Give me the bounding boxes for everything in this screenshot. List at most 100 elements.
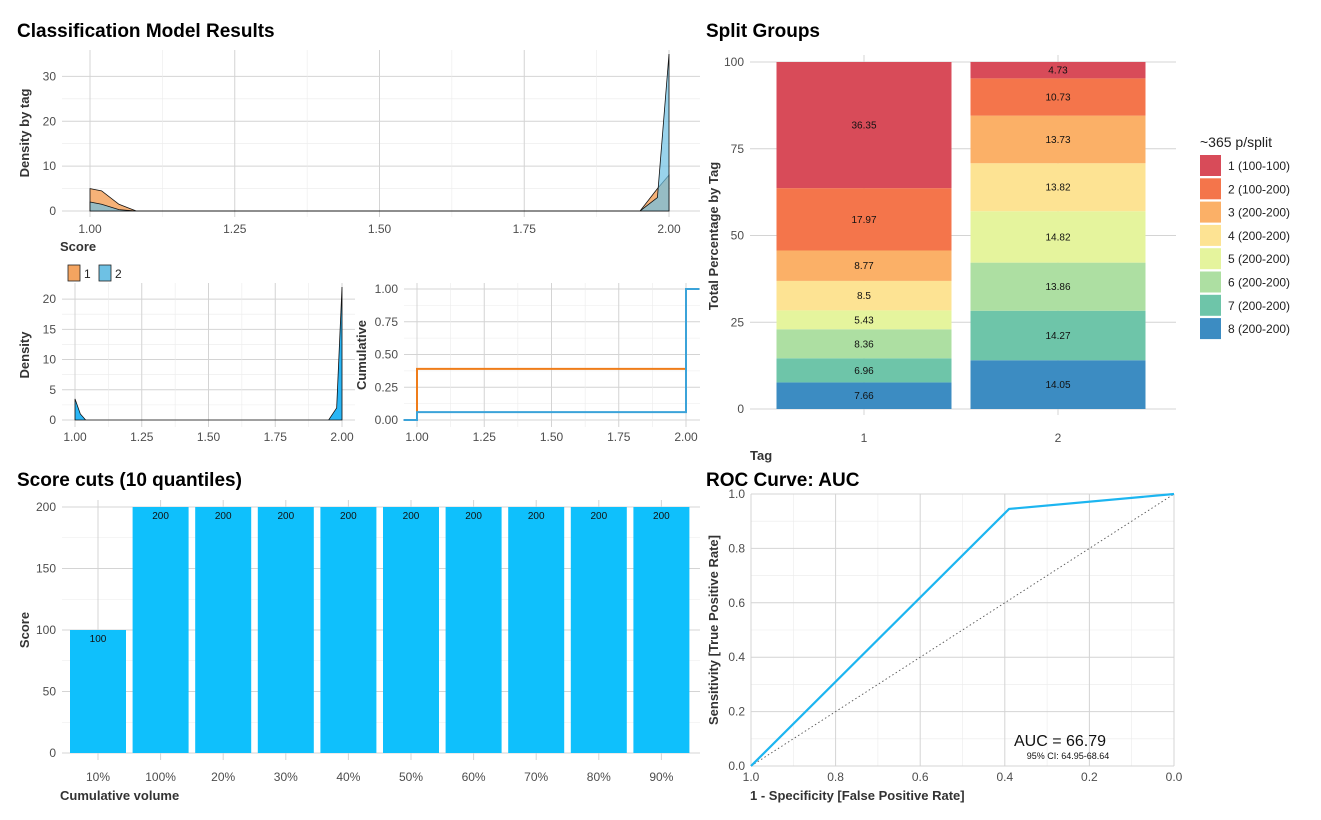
density-total-x-tick-label: 1.50	[197, 430, 221, 444]
split-groups-y-tick-label: 75	[731, 142, 745, 156]
density-total-y-tick-label: 10	[43, 353, 57, 367]
roc-x-tick-label: 0.0	[1166, 770, 1183, 784]
split-bar-segment	[970, 211, 1146, 263]
score-cuts-y-tick-label: 200	[36, 500, 56, 514]
density-total-x-tick-label: 2.00	[330, 430, 354, 444]
score-cuts-x-tick-label: 30%	[274, 770, 298, 784]
density-total-y-axis-label: Density	[17, 331, 32, 379]
split-bar-value-label: 8.5	[857, 291, 871, 302]
score-cuts-x-tick-label: 50%	[399, 770, 423, 784]
density-total-x-tick-label: 1.00	[63, 430, 87, 444]
score-cuts-x-tick-label: 70%	[524, 770, 548, 784]
score-cuts-y-tick-label: 150	[36, 562, 56, 576]
roc-chart: 0.0 0.2 0.4 0.6 0.8 1.0 1.0 0.8 0.6 0.4 0.2 0.0 AUC …	[706, 487, 1183, 803]
split-bar-value-label: 14.27	[1045, 331, 1070, 342]
main-title: Classification Model Results	[17, 21, 275, 42]
split-legend-label: 6 (200-200)	[1228, 276, 1290, 290]
score-cuts-x-tick-label: 20%	[211, 770, 235, 784]
legend-swatch-tag-1	[67, 264, 81, 282]
roc-y-axis-label: Sensitivity [True Positive Rate]	[706, 535, 721, 725]
roc-x-tick-label: 0.2	[1081, 770, 1098, 784]
score-bar-value-label: 200	[340, 511, 357, 522]
split-title: Split Groups	[706, 21, 820, 42]
roc-y-tick-label: 0.4	[728, 650, 745, 664]
split-groups-y-axis-label: Total Percentage by Tag	[706, 162, 721, 310]
split-groups-x-axis-label: Tag	[750, 448, 772, 463]
split-bar-segment	[776, 310, 952, 330]
split-bar-segment	[970, 115, 1146, 164]
split-bar-segment	[970, 262, 1146, 311]
density-total-area	[74, 286, 343, 421]
split-bar-value-label: 13.86	[1045, 282, 1070, 293]
score-bar-value-label: 200	[465, 511, 482, 522]
split-bar-segment	[970, 163, 1146, 212]
density-total-y-tick-label: 15	[43, 322, 57, 336]
split-groups-x-tick-label: 2	[1055, 431, 1062, 445]
split-bar-value-label: 6.96	[854, 366, 874, 377]
score-cuts-y-axis-label: Score	[17, 612, 32, 648]
score-bar	[70, 630, 126, 753]
split-legend-swatch	[1200, 248, 1221, 270]
roc-y-tick-label: 0.8	[728, 541, 745, 555]
split-bar-segment	[970, 78, 1146, 116]
split-bar-value-label: 7.66	[854, 391, 874, 402]
roc-x-tick-label: 0.4	[996, 770, 1013, 784]
score-cuts-x-tick-label: 60%	[462, 770, 486, 784]
score-bar	[445, 507, 502, 753]
split-bar-value-label: 10.73	[1045, 92, 1070, 103]
split-bar-value-label: 4.73	[1048, 66, 1068, 77]
density-total-y-tick-label: 5	[49, 383, 56, 397]
cumulative-chart: 0.00 0.25 0.50 0.75 1.00 1.00 1.25 1.50 1.75 2.00…	[354, 282, 700, 444]
split-bar-value-label: 17.97	[851, 215, 876, 226]
score-bar-value-label: 100	[90, 634, 107, 645]
split-bar-segment	[776, 329, 952, 359]
score-bar	[195, 507, 252, 753]
score-bar	[570, 507, 627, 753]
split-bar-segment	[776, 62, 952, 189]
roc-y-tick-label: 0.0	[728, 759, 745, 773]
score-bar	[633, 507, 690, 753]
roc-y-tick-label: 0.2	[728, 705, 745, 719]
cumulative-y-tick-label: 0.50	[375, 348, 399, 362]
split-legend-label: 1 (100-100)	[1228, 159, 1290, 173]
score-cuts-chart: 0 50 100 150 200 100 10% 200 100% 200 20% 200 30% 200…	[17, 500, 700, 803]
split-bar-segment	[776, 382, 952, 409]
legend-label-tag-1: 1	[84, 267, 91, 281]
split-groups-y-tick-label: 25	[731, 315, 745, 329]
split-groups-y-tick-label: 100	[724, 55, 744, 69]
roc-ci-label: 95% CI: 64.95-68.64	[1027, 751, 1110, 761]
cumulative-y-tick-label: 0.25	[375, 380, 399, 394]
cumulative-x-tick-label: 1.25	[473, 430, 497, 444]
split-legend-label: 3 (200-200)	[1228, 206, 1290, 220]
score-bar-value-label: 200	[215, 511, 232, 522]
density-by-tag-x-tick-label: 1.00	[78, 222, 102, 236]
split-bar-value-label: 8.36	[854, 339, 874, 350]
split-bar-value-label: 13.73	[1045, 135, 1070, 146]
split-legend-label: 4 (200-200)	[1228, 229, 1290, 243]
split-legend-swatch	[1200, 318, 1221, 340]
split-legend-swatch	[1200, 178, 1221, 200]
density-by-tag-x-tick-label: 1.50	[368, 222, 392, 236]
density-by-tag-y-tick-label: 0	[49, 204, 56, 218]
density-by-tag-y-tick-label: 30	[43, 69, 57, 83]
split-legend-label: 8 (200-200)	[1228, 322, 1290, 336]
split-bar-value-label: 14.05	[1045, 380, 1070, 391]
density-total-y-tick-label: 20	[43, 292, 57, 306]
score-bar-value-label: 200	[528, 511, 545, 522]
split-legend-label: 2 (100-200)	[1228, 182, 1290, 196]
density-by-tag-x-tick-label: 1.75	[513, 222, 537, 236]
split-legend-swatch	[1200, 201, 1221, 223]
split-bar-segment	[776, 280, 952, 311]
score-bar	[257, 507, 314, 753]
legend-label-tag-2: 2	[115, 267, 122, 281]
score-cuts-y-tick-label: 0	[49, 746, 56, 760]
density-total-chart: 0 5 10 15 20 1.00 1.25 1.50 1.75 2.00 Density	[17, 283, 355, 444]
roc-curve	[750, 492, 1175, 767]
density-by-tag-chart: 0 10 20 30 1.00 1.25 1.50 1.75 2.00 Score Density …	[17, 50, 700, 282]
split-bar-value-label: 8.77	[854, 261, 874, 272]
cumulative-x-tick-label: 1.50	[540, 430, 564, 444]
density-by-tag-y-axis-label: Density by tag	[17, 89, 32, 178]
split-bar-value-label: 14.82	[1045, 232, 1070, 243]
density-by-tag-y-tick-label: 10	[43, 159, 57, 173]
cumulative-x-tick-label: 1.75	[607, 430, 631, 444]
